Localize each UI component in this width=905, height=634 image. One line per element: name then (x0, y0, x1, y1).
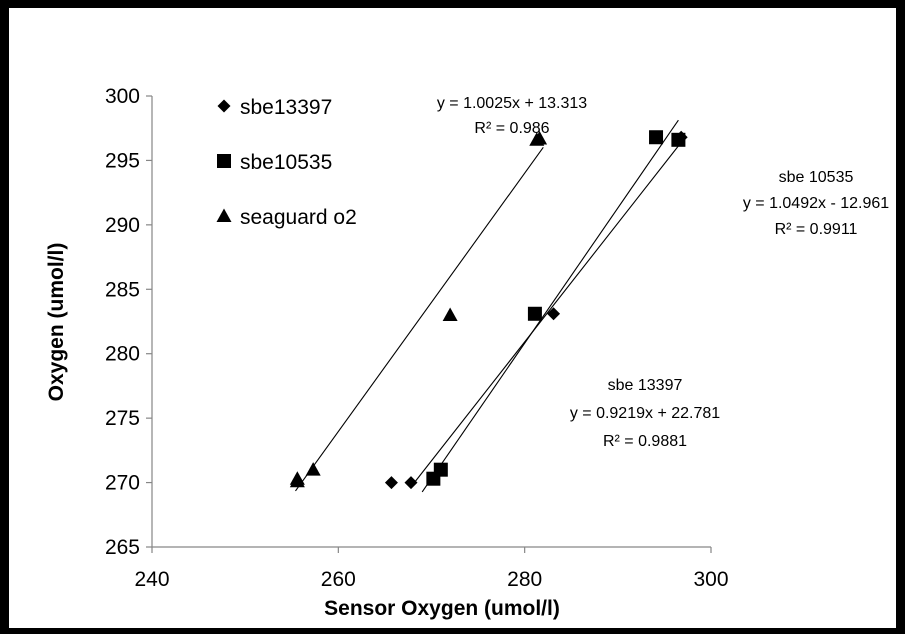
y-tick-label: 290 (105, 214, 140, 237)
legend-marker-diamond (217, 99, 231, 113)
data-point-diamond (404, 476, 418, 490)
data-point-square (433, 462, 448, 477)
trendline-annotation: R² = 0.986 (474, 120, 549, 137)
legend-label: sbe10535 (240, 151, 332, 174)
y-tick-label: 275 (105, 407, 140, 430)
data-point-square (649, 130, 664, 145)
data-point-triangle (529, 132, 545, 146)
data-point-diamond (547, 307, 561, 321)
trendline-annotation: R² = 0.9911 (775, 221, 858, 238)
data-point-triangle (442, 307, 458, 322)
y-tick-label: 295 (105, 149, 140, 172)
trendline-annotation: y = 1.0492x - 12.961 (743, 195, 889, 212)
legend-label: seaguard o2 (240, 206, 357, 229)
legend-marker-square (217, 154, 231, 168)
trendline-diamond (414, 139, 684, 483)
y-tick-label: 285 (105, 278, 140, 301)
x-tick-label: 280 (507, 568, 542, 591)
trendline-annotation: sbe 13397 (608, 377, 683, 394)
trendline-square (421, 119, 679, 493)
data-point-square (671, 132, 686, 147)
trendline-annotation: R² = 0.9881 (603, 433, 687, 450)
trendline-triangle (295, 146, 544, 492)
data-point-triangle (289, 471, 305, 485)
data-point-triangle (305, 462, 321, 476)
trendline-annotation: y = 0.9219x + 22.781 (570, 405, 720, 422)
y-tick-label: 265 (105, 536, 140, 559)
legend-marker-triangle (216, 208, 232, 222)
data-point-diamond (384, 476, 398, 490)
y-axis-title: Oxygen (umol/l) (45, 243, 68, 402)
x-tick-label: 300 (693, 568, 728, 591)
x-tick-label: 260 (321, 568, 356, 591)
data-point-square (527, 306, 542, 321)
x-tick-label: 240 (134, 568, 169, 591)
y-tick-label: 270 (105, 472, 140, 495)
trendline-annotation: y = 1.0025x + 13.313 (437, 95, 587, 112)
legend-label: sbe13397 (240, 96, 332, 119)
y-tick-label: 280 (105, 343, 140, 366)
trendline-annotation: sbe 10535 (779, 169, 854, 186)
y-tick-label: 300 (105, 85, 140, 108)
x-axis-title: Sensor Oxygen (umol/l) (324, 597, 560, 620)
